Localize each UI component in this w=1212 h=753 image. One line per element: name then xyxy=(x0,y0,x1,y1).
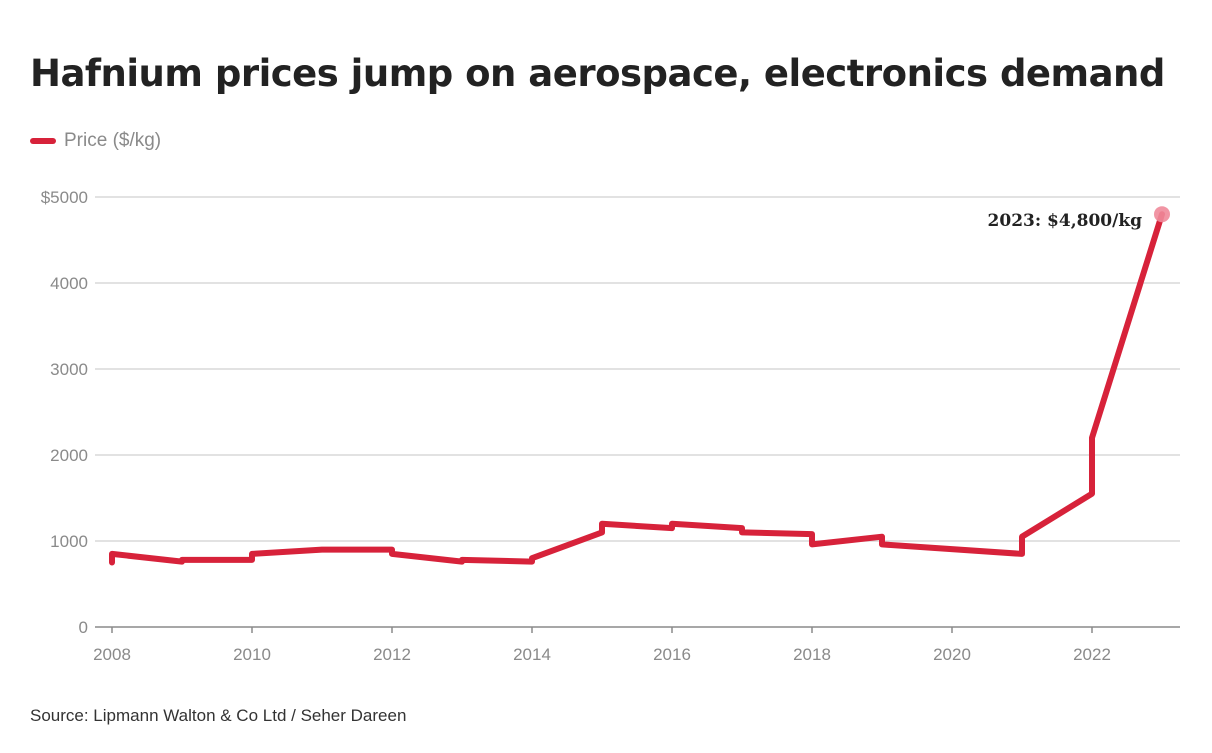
annotation-label-2023: 2023: $4,800/kg xyxy=(988,211,1143,231)
legend-label: Price ($/kg) xyxy=(64,130,162,151)
source-note: Source: Lipmann Walton & Co Ltd / Seher … xyxy=(30,706,407,725)
x-tick-label-2008: 2008 xyxy=(93,645,131,664)
x-tick-label-2022: 2022 xyxy=(1073,645,1111,664)
y-tick-label-0: 0 xyxy=(79,618,88,637)
x-tick-label-2010: 2010 xyxy=(233,645,271,664)
y-tick-label-5000: $5000 xyxy=(41,188,88,207)
x-tick-label-2012: 2012 xyxy=(373,645,411,664)
series-line-price xyxy=(109,211,1165,566)
y-tick-label-2000: 2000 xyxy=(50,446,88,465)
x-tick-label-2018: 2018 xyxy=(793,645,831,664)
x-tick-label-2020: 2020 xyxy=(933,645,971,664)
legend: Price ($/kg) xyxy=(30,130,161,152)
endpoint-marker-2023 xyxy=(1154,206,1170,223)
x-tick-label-2016: 2016 xyxy=(653,645,691,664)
y-tick-label-3000: 3000 xyxy=(50,360,88,379)
legend-swatch xyxy=(30,138,56,144)
x-tick-label-2014: 2014 xyxy=(513,645,551,664)
y-tick-label-4000: 4000 xyxy=(50,274,88,293)
line-chart: 0 1000 2000 3000 4000 $5000 2008 2010 2012 2014 20… xyxy=(41,188,1180,664)
y-tick-label-1000: 1000 xyxy=(50,532,88,551)
chart-title: Hafnium prices jump on aerospace, electr… xyxy=(30,52,1165,95)
